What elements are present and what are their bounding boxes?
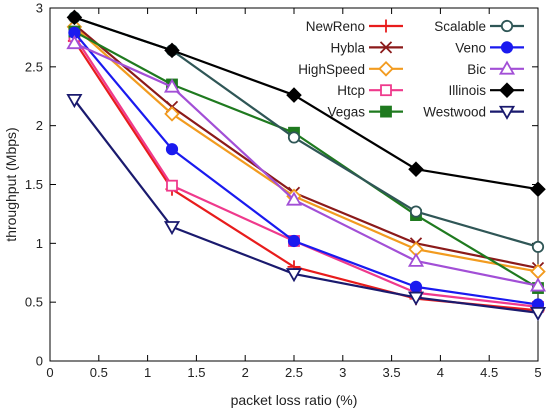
data-point-westwood: [163, 221, 181, 236]
series-westwood: [66, 94, 547, 322]
y-tick-label: 3: [36, 1, 43, 16]
x-tick-label: 2: [242, 365, 249, 380]
legend-marker-vegas: [380, 105, 392, 118]
y-axis-label: throughput (Mbps): [3, 127, 19, 241]
data-point-illinois: [408, 161, 424, 177]
data-point-veno: [287, 234, 301, 248]
data-point-highspeed: [164, 106, 180, 122]
y-tick-label: 1.5: [25, 177, 43, 192]
data-point-bic: [285, 191, 303, 206]
y-tick-label: 2.5: [25, 59, 43, 74]
legend-entry-bic: Bic: [467, 60, 524, 77]
legend-entry-vegas: Vegas: [327, 105, 403, 120]
series-bic: [66, 34, 547, 292]
legend-marker-newreno: [379, 19, 393, 33]
data-point-westwood: [285, 268, 303, 283]
legend-label-veno: Veno: [455, 40, 486, 55]
legend-label-hybla: Hybla: [330, 40, 365, 55]
legend-label-htcp: Htcp: [337, 83, 365, 98]
legend-entry-highspeed: HighSpeed: [298, 61, 403, 77]
data-point-veno: [409, 280, 423, 293]
x-tick-label: 3.5: [383, 365, 401, 380]
legend-marker-westwood: [498, 105, 516, 120]
data-point-illinois: [286, 87, 302, 103]
plot-frame: [49, 7, 539, 362]
legend-marker-bic: [498, 60, 516, 75]
legend-marker-highspeed: [378, 61, 394, 77]
legend-entry-htcp: Htcp: [337, 83, 403, 98]
legend-entry-westwood: Westwood: [423, 105, 524, 120]
x-tick-label: 0: [46, 365, 53, 380]
legend-entry-hybla: Hybla: [330, 40, 403, 55]
x-tick-label: 0.5: [90, 365, 108, 380]
series-line-bic: [73, 42, 539, 287]
y-tick-label: 0.5: [25, 295, 43, 310]
legend-label-vegas: Vegas: [327, 105, 365, 120]
data-point-veno: [165, 143, 179, 156]
legend-marker-illinois: [499, 82, 515, 98]
series-hybla: [68, 18, 545, 275]
x-tick-label: 2.5: [285, 365, 303, 380]
legend-entry-scalable: Scalable: [434, 19, 524, 34]
data-point-scalable: [409, 205, 423, 218]
legend-label-scalable: Scalable: [434, 19, 486, 34]
series-newreno: [67, 34, 545, 317]
legend-entry-illinois: Illinois: [448, 82, 524, 98]
legend-label-newreno: NewReno: [306, 19, 365, 34]
legend-label-bic: Bic: [467, 62, 486, 77]
series-illinois: [66, 9, 546, 197]
x-axis-label: packet loss ratio (%): [231, 392, 358, 408]
data-point-illinois: [530, 181, 546, 197]
legend-marker-scalable: [500, 19, 514, 33]
data-point-bic: [66, 34, 83, 50]
y-tick-label: 0: [36, 354, 43, 369]
x-tick-label: 1: [144, 365, 151, 380]
data-point-illinois: [164, 42, 180, 59]
data-point-westwood: [66, 94, 83, 109]
data-point-htcp: [166, 179, 178, 192]
legend-label-westwood: Westwood: [423, 105, 486, 120]
x-tick-label: 3: [339, 365, 346, 380]
data-point-westwood: [407, 291, 425, 306]
series-line-htcp: [73, 35, 539, 308]
series-line-newreno: [73, 40, 539, 312]
legend-label-highspeed: HighSpeed: [298, 62, 365, 77]
series-highspeed: [66, 19, 546, 280]
data-point-illinois: [66, 9, 83, 26]
legend-marker-hybla: [379, 41, 393, 54]
legend-label-illinois: Illinois: [448, 83, 486, 98]
data-point-westwood: [529, 306, 547, 322]
legend-marker-htcp: [380, 84, 392, 97]
legend-entry-veno: Veno: [455, 40, 524, 55]
data-point-bic: [407, 252, 425, 267]
data-point-bic: [529, 277, 547, 292]
data-point-scalable: [531, 240, 545, 253]
data-point-scalable: [287, 131, 301, 144]
x-tick-label: 4: [437, 365, 444, 380]
legend-marker-veno: [500, 41, 514, 54]
y-tick-label: 2: [36, 118, 43, 133]
legend: NewReno Hybla HighSpeed Htcp Vegas Scalable Ve…: [298, 19, 524, 120]
series-layer: [66, 9, 547, 322]
x-tick-label: 4.5: [480, 365, 498, 380]
legend-entry-newreno: NewReno: [306, 19, 403, 34]
data-point-bic: [163, 78, 181, 93]
y-tick-label: 1: [36, 236, 43, 251]
x-tick-label: 5: [534, 365, 541, 380]
x-tick-label: 1.5: [187, 365, 205, 380]
plot-axes: 0 0.5 1 1.5 2 2.5 3 3.5 4 4.5 5 0 0.5 1 1.5 2 2.5 3: [25, 1, 542, 381]
